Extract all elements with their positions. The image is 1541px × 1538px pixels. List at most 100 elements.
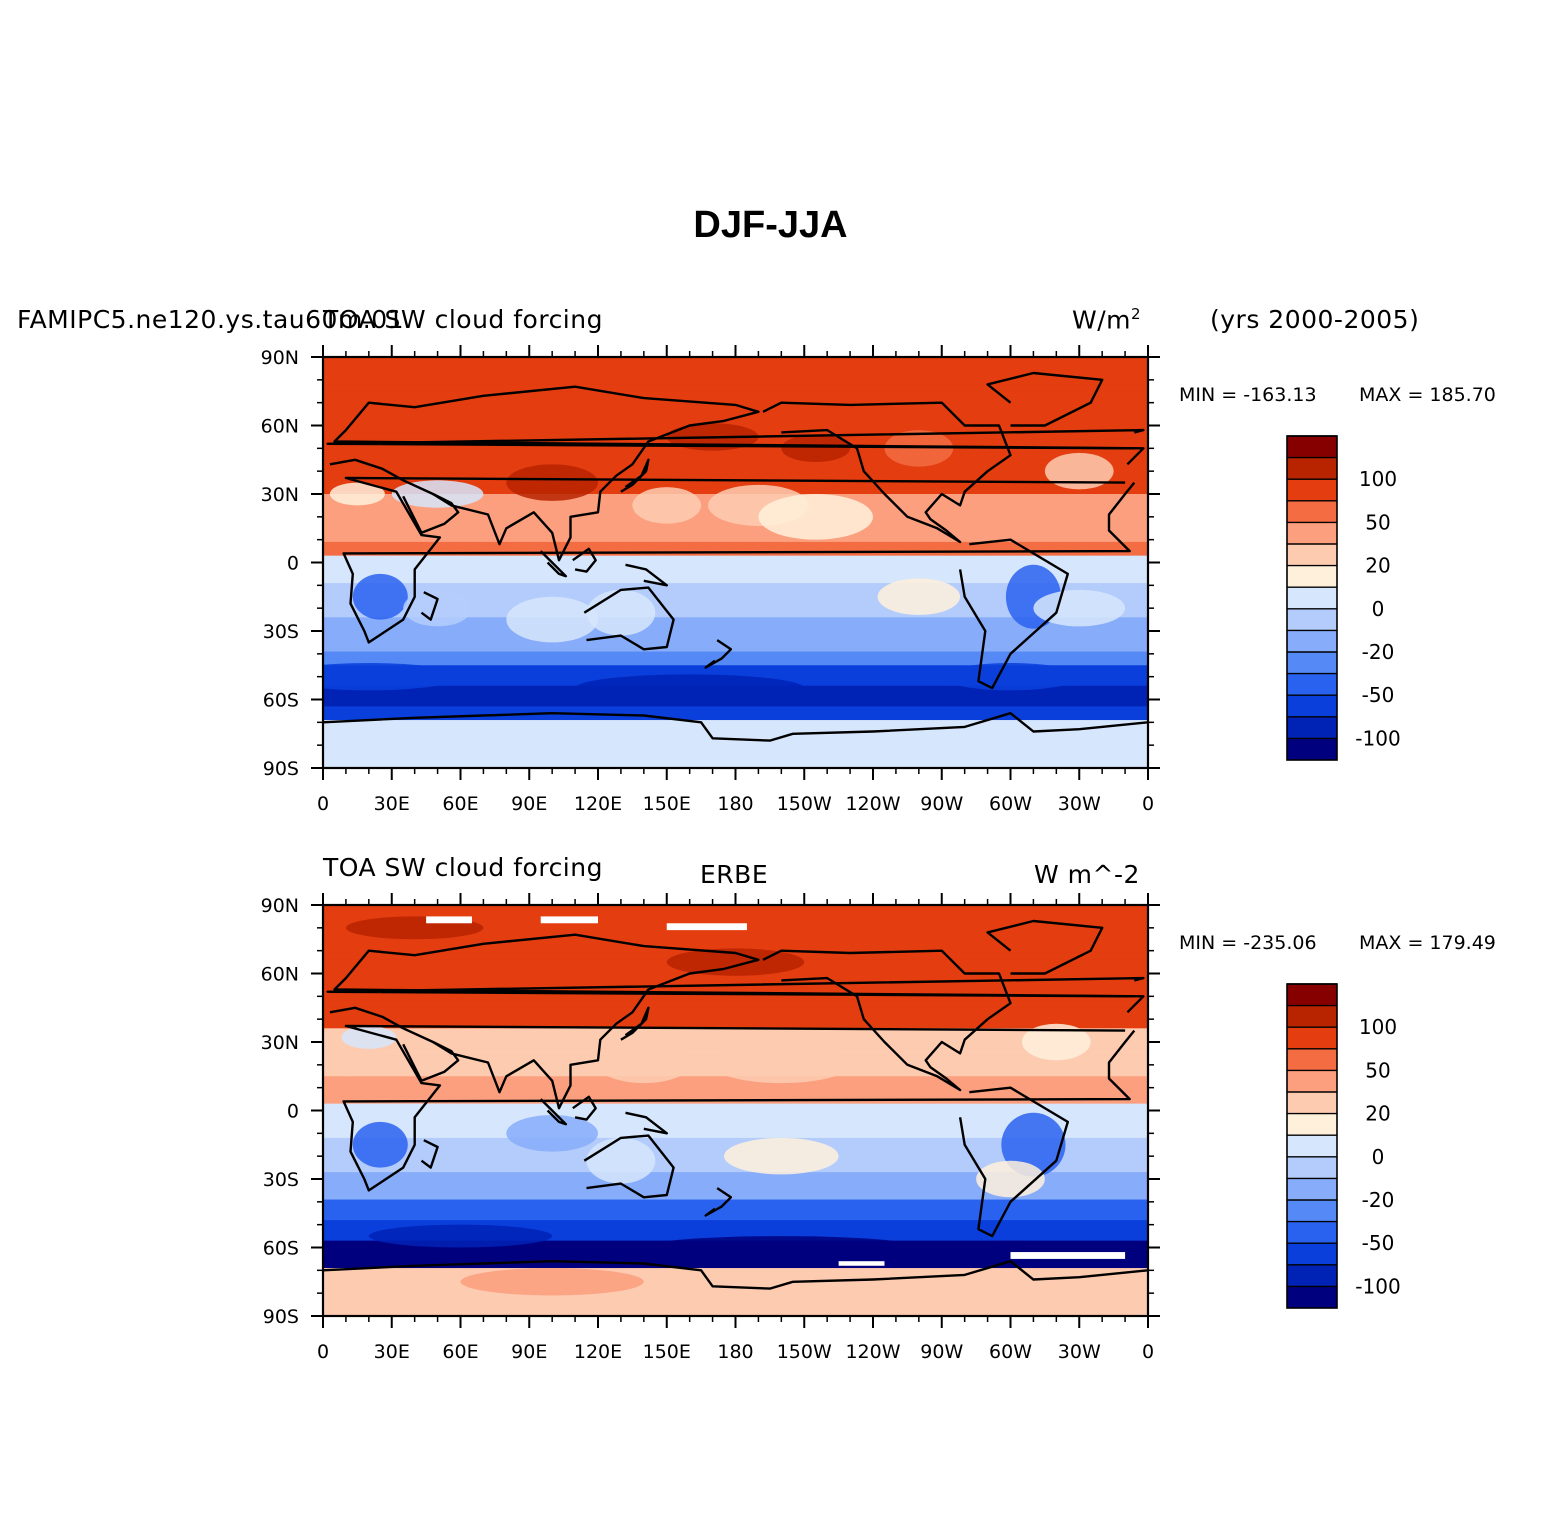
zonal-band (323, 1268, 1148, 1276)
lon-tick-label: 0 (1142, 793, 1154, 815)
coastline (342, 476, 1136, 644)
coastline (342, 1024, 1136, 1192)
coastline (704, 639, 733, 669)
contour-patch (403, 589, 472, 627)
contour-patch (884, 430, 954, 467)
contour-patch (1044, 452, 1114, 490)
contour-patch (506, 596, 598, 643)
panel1-units-superscript: 2 (1131, 305, 1142, 323)
lat-tick-label: 90S (263, 758, 299, 780)
coastline (958, 538, 1070, 690)
zonal-band (323, 583, 1148, 591)
panel1-case-label: FAMIPC5.ne120.ys.tau60m.01 (17, 305, 405, 334)
coastline (329, 385, 1145, 562)
zonal-band (323, 911, 1148, 920)
zonal-band (323, 466, 1148, 475)
panel2-units: W m^-2 (1034, 860, 1140, 889)
contour-patch (586, 589, 656, 636)
lon-tick-label: 180 (717, 793, 753, 815)
zonal-band (323, 1035, 1148, 1043)
zonal-band (323, 446, 1148, 454)
colorbar-label: -100 (1355, 1274, 1400, 1298)
zonal-band (323, 1206, 1148, 1214)
contour-patch (598, 1046, 690, 1084)
contour-field (323, 357, 1148, 768)
colorbar-box (1287, 1286, 1337, 1309)
colorbar-label: 50 (1365, 1058, 1390, 1082)
zonal-band (323, 452, 1148, 461)
colorbar-box (1287, 1070, 1337, 1093)
zonal-band (323, 1226, 1148, 1235)
coastlines (323, 919, 1148, 1290)
panel2-max-label: MAX = 179.49 (1359, 932, 1496, 954)
colorbar-label: 100 (1359, 1015, 1397, 1039)
zonal-band (323, 1042, 1148, 1050)
contour-patch (323, 1053, 381, 1077)
coastlines (323, 371, 1148, 742)
colorbar-label: 0 (1372, 1145, 1385, 1169)
coastline (402, 492, 460, 534)
colorbar-frame (1286, 983, 1338, 1309)
colorbar-box (1287, 738, 1337, 761)
contour-patch (506, 464, 598, 501)
lon-tick-label: 90E (511, 1341, 547, 1363)
zonal-band (323, 363, 1148, 372)
zonal-band (323, 535, 1148, 543)
zonal-band (323, 740, 1148, 749)
lat-tick-label: 60N (261, 964, 299, 986)
lon-tick-label: 60E (442, 1341, 478, 1363)
map-axes: 0 30E 60E 90E 120E 150E 180 150W 120W 90W 60W 30W 09… (261, 893, 1160, 1363)
zonal-band (323, 932, 1148, 940)
contour-patch (1001, 1112, 1066, 1177)
zonal-band (323, 761, 1148, 768)
zonal-band (323, 720, 1148, 728)
contour-patch (352, 1121, 408, 1168)
zonal-band (323, 521, 1148, 529)
lat-tick-label: 90N (261, 895, 299, 917)
colorbar-box (1287, 1178, 1337, 1201)
zonal-band (323, 562, 1148, 570)
coastline (625, 1111, 668, 1135)
coastline (986, 919, 1104, 975)
lon-tick-label: 120W (845, 793, 900, 815)
colorbar-label: 50 (1365, 510, 1390, 534)
lat-tick-label: 30S (263, 1169, 299, 1191)
lat-tick-label: 30S (263, 621, 299, 643)
zonal-band (323, 1302, 1148, 1310)
zonal-band (323, 939, 1148, 947)
lat-tick-label: 0 (287, 553, 299, 575)
lon-tick-label: 30W (1058, 1341, 1101, 1363)
missing-data (838, 1261, 885, 1266)
contour-patch (1021, 1023, 1091, 1061)
colorbar-label: -100 (1355, 726, 1400, 750)
contour-patch (586, 1137, 656, 1184)
contour-patch (506, 1115, 598, 1152)
coastline (572, 547, 597, 573)
contour-patch (460, 1268, 644, 1296)
zonal-band (323, 541, 1148, 550)
zonal-band (323, 1103, 1148, 1112)
colorbar-label: -50 (1362, 683, 1395, 707)
colorbar-box (1287, 565, 1337, 588)
coastline (620, 458, 650, 493)
missing-data (666, 923, 747, 931)
zonal-band (323, 569, 1148, 577)
zonal-band (323, 713, 1148, 721)
contour-patch (352, 573, 408, 620)
zonal-band (323, 1000, 1148, 1009)
contour-patch (341, 1026, 397, 1049)
missing-data (1010, 1252, 1126, 1259)
zonal-band (323, 1281, 1148, 1290)
lon-tick-label: 150E (643, 1341, 691, 1363)
colorbar-box (1287, 1113, 1337, 1136)
zonal-band (323, 1021, 1148, 1029)
lat-tick-label: 60S (263, 1238, 299, 1260)
coastline (326, 428, 1145, 450)
lon-tick-label: 150E (643, 793, 691, 815)
colorbar-box (1287, 457, 1337, 480)
coastline (402, 1040, 460, 1083)
zonal-band (323, 1007, 1148, 1016)
zonal-band (323, 473, 1148, 481)
zonal-band (323, 384, 1148, 392)
